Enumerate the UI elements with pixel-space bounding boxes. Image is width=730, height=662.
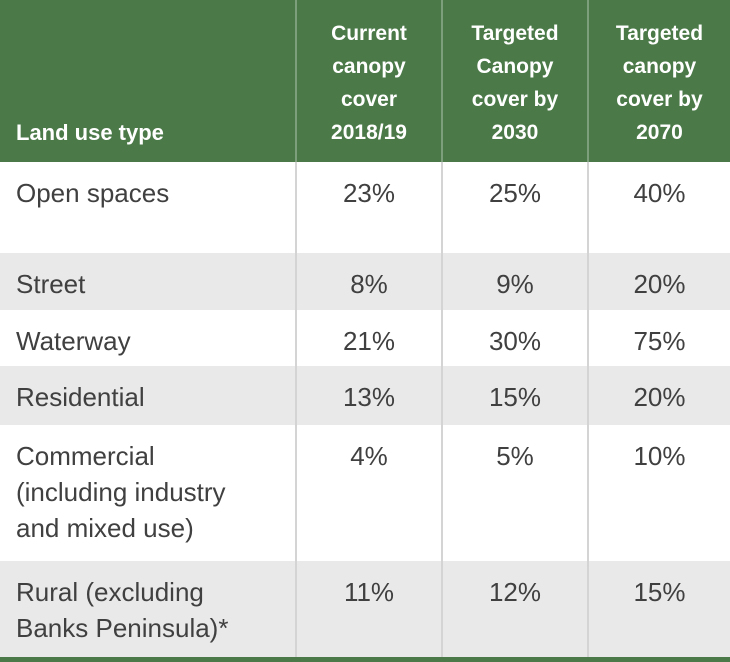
value-cell-2030: 30% (441, 310, 587, 366)
column-header-label: Targeted Canopy cover by 2030 (471, 22, 559, 144)
land-use-cell: Waterway (16, 326, 131, 356)
table-row: Residential 13% 15% 20% (0, 366, 730, 425)
value-cell-current: 13% (295, 366, 441, 425)
value-cell-2070: 20% (587, 366, 730, 425)
next-section-edge (0, 657, 730, 662)
column-header-targeted-canopy-2030: Targeted Canopy cover by 2030 (441, 0, 587, 162)
value-cell-2030: 25% (441, 162, 587, 253)
value-cell-current: 23% (295, 162, 441, 253)
value-cell-2070: 20% (587, 253, 730, 310)
value-cell-2070: 15% (587, 561, 730, 657)
value-cell-current: 11% (295, 561, 441, 657)
land-use-cell: Commercial (including industry and mixed… (16, 441, 226, 543)
value-cell-2030: 5% (441, 425, 587, 561)
table-header-row: Land use type Current canopy cover 2018/… (0, 0, 730, 162)
value-cell-2070: 40% (587, 162, 730, 253)
table-row: Open spaces 23% 25% 40% (0, 162, 730, 253)
land-use-cell: Open spaces (16, 178, 170, 208)
column-header-label: Current canopy cover 2018/19 (331, 22, 407, 144)
column-header-label: Land use type (16, 120, 164, 145)
value-cell-2030: 12% (441, 561, 587, 657)
table-row: Street 8% 9% 20% (0, 253, 730, 310)
value-cell-2030: 15% (441, 366, 587, 425)
land-use-cell: Rural (excluding Banks Peninsula)* (16, 577, 229, 643)
value-cell-current: 4% (295, 425, 441, 561)
land-use-cell: Residential (16, 382, 145, 412)
value-cell-current: 8% (295, 253, 441, 310)
value-cell-current: 21% (295, 310, 441, 366)
table-row: Rural (excluding Banks Peninsula)* 11% 1… (0, 561, 730, 657)
table-row: Waterway 21% 30% 75% (0, 310, 730, 366)
value-cell-2070: 75% (587, 310, 730, 366)
table-row: Commercial (including industry and mixed… (0, 425, 730, 561)
column-header-targeted-canopy-2070: Targeted canopy cover by 2070 (587, 0, 730, 162)
land-use-cell: Street (16, 269, 86, 299)
value-cell-2070: 10% (587, 425, 730, 561)
value-cell-2030: 9% (441, 253, 587, 310)
column-header-label: Targeted canopy cover by 2070 (615, 22, 704, 144)
column-header-current-canopy-2018-19: Current canopy cover 2018/19 (295, 0, 441, 162)
column-header-land-use-type: Land use type (0, 0, 295, 162)
